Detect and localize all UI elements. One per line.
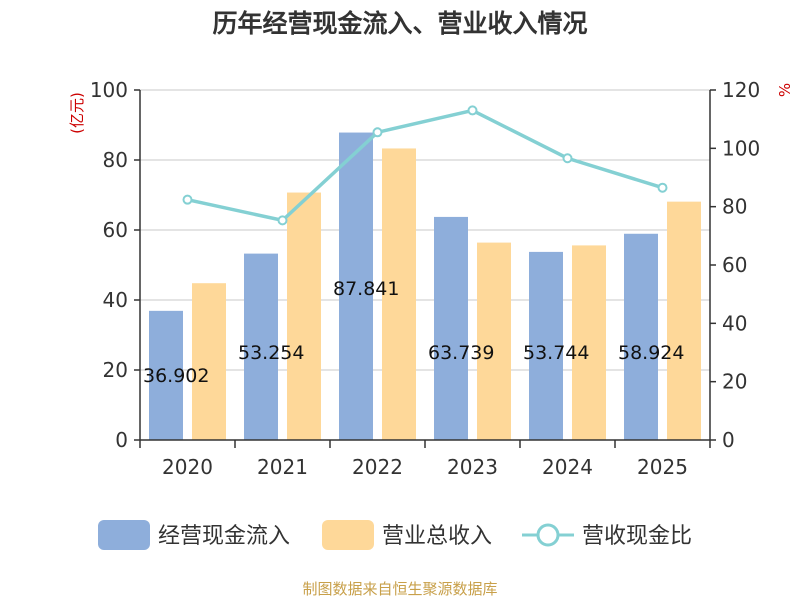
- y-right-tick-label-40: 40: [722, 311, 747, 335]
- legend-label-ratio: 营收现金比: [582, 524, 692, 549]
- legend-label-cash-inflow: 经营现金流入: [158, 524, 290, 549]
- ratio-point-2023: [467, 105, 478, 116]
- data-label-cash-inflow-2023: 63.739: [428, 342, 494, 364]
- ratio-line: [182, 105, 668, 226]
- bar-cash-inflow-2021: [244, 253, 278, 440]
- bar-revenue-2020: [192, 283, 226, 440]
- data-labels: 36.902 53.254 87.841 63.739 53.744 58.924: [143, 278, 684, 387]
- x-tick-label-2024: 2024: [542, 455, 593, 479]
- legend-swatch-cash-inflow: [98, 520, 150, 550]
- bar-cash-inflow-2024: [529, 251, 563, 440]
- data-label-cash-inflow-2020: 36.902: [143, 365, 209, 387]
- x-tick-label-2022: 2022: [352, 455, 403, 479]
- data-label-cash-inflow-2025: 58.924: [618, 342, 684, 364]
- data-label-cash-inflow-2022: 87.841: [333, 278, 399, 300]
- ratio-line-path: [187, 108, 664, 223]
- tick-labels: 0 20 40 60 80 100 0 20 40 60 80 100 120 2020 2021 2022 2…: [90, 78, 760, 479]
- bar-cash-inflow-2020: [149, 310, 183, 440]
- y-right-tick-label-120: 120: [722, 78, 760, 102]
- source-note: 制图数据来自恒生聚源数据库: [302, 580, 497, 598]
- bar-cash-inflow-2023: [434, 216, 468, 440]
- gridlines: [140, 89, 710, 371]
- y-right-axis-label: %: [776, 83, 794, 97]
- y-right-tick-label-100: 100: [722, 136, 760, 160]
- y-left-axis-label: (亿元): [68, 92, 86, 134]
- legend-swatch-revenue: [322, 520, 374, 550]
- ratio-point-2024: [562, 153, 573, 164]
- x-tick-label-2020: 2020: [162, 455, 213, 479]
- y-right-tick-label-20: 20: [722, 370, 747, 394]
- y-left-tick-label-60: 60: [103, 218, 128, 242]
- bar-cash-inflow-2022: [339, 132, 373, 440]
- y-right-tick-label-0: 0: [722, 428, 735, 452]
- data-label-cash-inflow-2024: 53.744: [523, 342, 589, 364]
- ratio-point-2021: [277, 215, 288, 226]
- chart-title: 历年经营现金流入、营业收入情况: [212, 9, 587, 38]
- bar-revenue-2022: [382, 148, 416, 440]
- y-left-tick-label-0: 0: [115, 428, 128, 452]
- x-tick-label-2021: 2021: [257, 455, 308, 479]
- bar-revenue-2023: [477, 242, 511, 440]
- legend-label-revenue: 营业总收入: [382, 524, 492, 549]
- legend-swatch-ratio-marker: [536, 523, 560, 547]
- axes: [134, 89, 716, 448]
- bar-revenue-2024: [572, 245, 606, 440]
- x-tick-label-2023: 2023: [447, 455, 498, 479]
- y-left-tick-label-80: 80: [103, 148, 128, 172]
- y-left-tick-label-100: 100: [90, 78, 128, 102]
- data-label-cash-inflow-2021: 53.254: [238, 342, 304, 364]
- bar-cash-inflow-2025: [624, 233, 658, 440]
- y-right-tick-label-80: 80: [722, 195, 747, 219]
- y-left-tick-label-40: 40: [103, 288, 128, 312]
- legend: 经营现金流入 营业总收入 营收现金比: [98, 520, 692, 550]
- y-left-tick-label-20: 20: [103, 358, 128, 382]
- bars: [149, 132, 701, 440]
- bar-revenue-2025: [667, 201, 701, 440]
- x-tick-label-2025: 2025: [637, 455, 688, 479]
- ratio-point-2022: [372, 127, 383, 138]
- y-right-tick-label-60: 60: [722, 253, 747, 277]
- bar-revenue-2021: [287, 192, 321, 440]
- ratio-point-2020: [182, 194, 193, 205]
- ratio-point-2025: [657, 182, 668, 193]
